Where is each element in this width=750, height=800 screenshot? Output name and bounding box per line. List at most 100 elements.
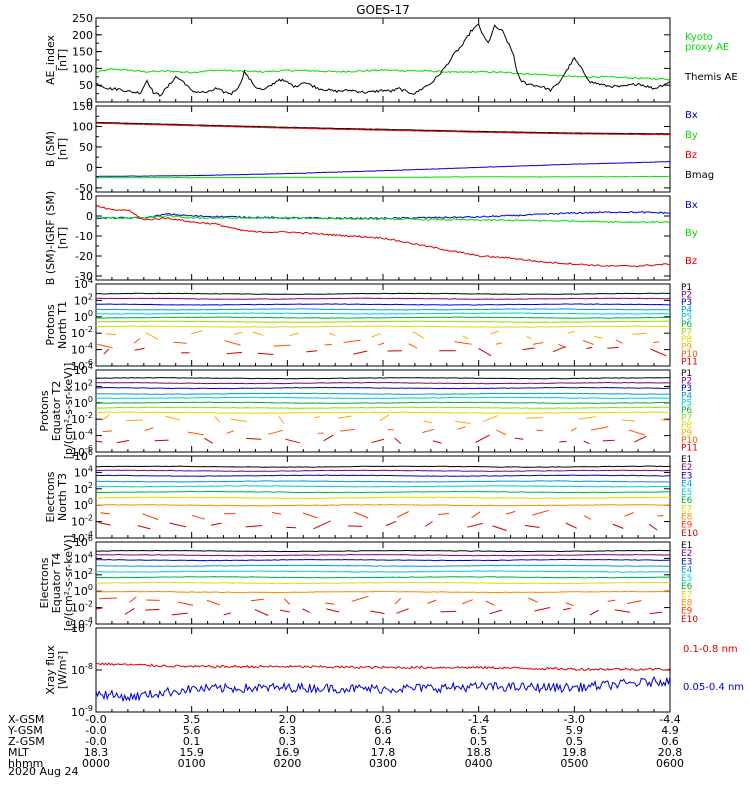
- y-tick-label: 250: [72, 12, 93, 25]
- channel-p9-segment: [632, 332, 647, 335]
- y-axis-label: Electrons: [38, 557, 51, 608]
- channel-p10-segment: [422, 428, 435, 434]
- y-tick-label: 10: [79, 190, 93, 203]
- channel-e9-segment: [351, 595, 369, 602]
- channel-p11-segment: [394, 437, 402, 445]
- channel-p10-segment: [102, 430, 113, 433]
- channel-e9-segment: [177, 601, 194, 606]
- plot-area: [96, 465, 670, 531]
- row-value: 0.3: [374, 713, 392, 726]
- row-label: hhmm: [8, 757, 43, 770]
- plot-area: [96, 205, 670, 268]
- row-value: 20.8: [658, 746, 683, 759]
- row-value: 0.1: [183, 735, 201, 748]
- ephemeris-row-hhmm: hhmm 0000 0100 0200 0300 0400 0500 0600: [8, 757, 684, 770]
- legend-e2: E2: [681, 463, 692, 473]
- y-tick-label: 100: [72, 120, 93, 133]
- channel-e9-segment: [565, 602, 574, 607]
- channel-p10-segment: [591, 426, 609, 431]
- row-value: 6.3: [279, 724, 297, 737]
- channel-e9-segment: [100, 512, 110, 515]
- channel-p9-segment: [567, 330, 575, 334]
- channel-p9-segment: [105, 333, 117, 336]
- row-value: 0100: [178, 757, 206, 770]
- channel-p11-segment: [96, 440, 103, 443]
- legend-e9: E9: [681, 521, 693, 531]
- y-tick-label: 0: [86, 161, 93, 174]
- channel-e10-segment: [440, 610, 457, 613]
- channel-e10-segment: [425, 521, 433, 527]
- row-label: Y-GSM: [7, 724, 43, 737]
- channel-p6: [96, 401, 670, 404]
- plot-area: [96, 662, 670, 702]
- y-tick-label: 0: [86, 210, 93, 223]
- row-value: 4.9: [661, 724, 679, 737]
- row-value: 18.8: [466, 746, 491, 759]
- channel-p9-segment: [578, 416, 596, 420]
- channel-e9-segment: [129, 596, 137, 603]
- channel-e9-segment: [142, 513, 159, 520]
- y-tick-label: 100: [74, 395, 93, 410]
- channel-e5: [96, 570, 670, 573]
- channel-e10-segment: [124, 607, 135, 615]
- channel-p11-segment: [475, 434, 490, 443]
- channel-e10-segment: [492, 525, 507, 531]
- series-kyoto-proxy-ae: [96, 68, 670, 81]
- panel-xray: 10-9 10-8 10-7 Xray flux [W/m²] 0.1-0.8 nm 0.0…: [44, 620, 744, 719]
- channel-p10-segment: [457, 426, 466, 430]
- channel-e10-segment: [614, 609, 631, 613]
- legend-p6: P6: [681, 406, 692, 416]
- channel-e8: [96, 590, 670, 594]
- row-value: 0300: [369, 757, 397, 770]
- y-tick-label: 10-2: [71, 411, 93, 426]
- row-value: 0600: [656, 757, 684, 770]
- channel-e9-segment: [206, 599, 220, 606]
- series-bx: [96, 161, 670, 178]
- legend-e4: E4: [681, 566, 693, 576]
- channel-p11-segment: [154, 439, 169, 442]
- row-value: 2.0: [279, 713, 297, 726]
- legend-p1: P1: [681, 369, 692, 379]
- legend-p10: P10: [681, 436, 698, 446]
- channel-p9-segment: [145, 332, 159, 340]
- channel-e10-segment: [254, 608, 269, 616]
- y-tick-label: -10: [75, 230, 93, 243]
- series-0-05-0-4-nm: [96, 675, 670, 702]
- legend-0-1-0-8-nm: 0.1-0.8 nm: [683, 644, 738, 655]
- legend-p2: P2: [681, 376, 692, 386]
- legend-bz: Bz: [685, 150, 697, 161]
- ephemeris-row-y-gsm: Y-GSM -0.0 5.6 6.3 6.6 6.5 5.9 4.9: [7, 724, 679, 737]
- channel-e9-segment: [427, 599, 437, 604]
- row-value: 0400: [465, 757, 493, 770]
- channel-e10-segment: [313, 520, 331, 530]
- channel-p10-segment: [273, 344, 291, 347]
- channel-p8: [96, 411, 670, 414]
- channel-e2: [96, 553, 670, 557]
- legend-e3: E3: [681, 557, 692, 567]
- channel-p10-segment: [224, 340, 241, 346]
- channel-p9-segment: [289, 332, 300, 337]
- y-axis-label: Electrons: [44, 471, 57, 522]
- y-tick-label: -20: [75, 250, 93, 263]
- legend: Bx By Bz Bmag: [685, 110, 714, 181]
- channel-p11-segment: [257, 352, 274, 355]
- legend-p11: P11: [681, 357, 698, 367]
- channel-p9-segment: [337, 415, 352, 419]
- row-value: 0.4: [374, 735, 392, 748]
- legend-p3: P3: [681, 298, 692, 308]
- channel-e10-segment: [302, 608, 310, 613]
- channel-p7: [96, 320, 670, 323]
- y-tick-label: -50: [75, 182, 93, 195]
- legend-by: By: [685, 228, 698, 239]
- row-value: 0.5: [566, 735, 584, 748]
- legend-e1: E1: [681, 455, 692, 465]
- channel-e10-segment: [565, 522, 578, 529]
- legend-e9: E9: [681, 607, 693, 617]
- y-tick-label: 10-2: [71, 600, 93, 615]
- channel-e9-segment: [485, 600, 495, 606]
- channel-e9-segment: [505, 510, 516, 515]
- channel-p8: [96, 325, 670, 328]
- channel-p9-segment: [165, 415, 180, 421]
